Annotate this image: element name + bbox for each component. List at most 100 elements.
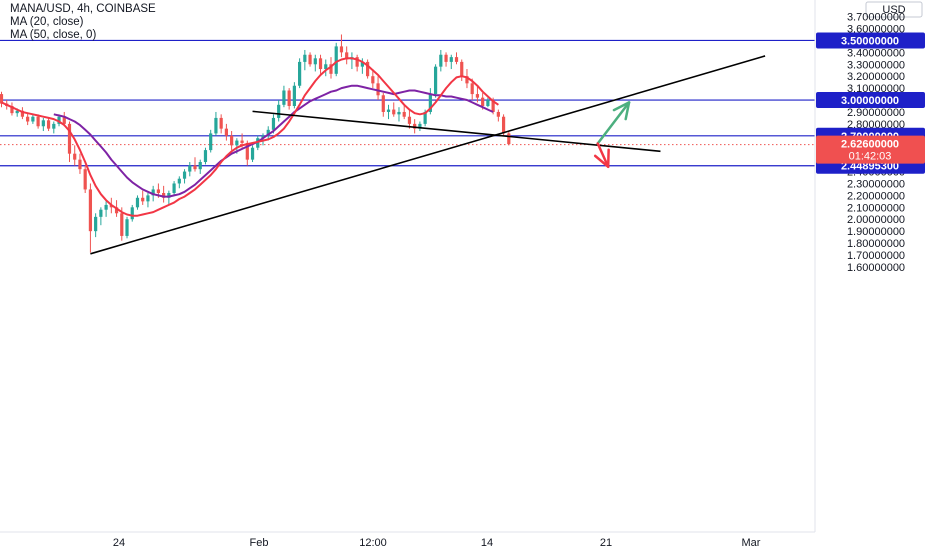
y-tick-label: 2.90000000 xyxy=(847,107,905,119)
candle-up xyxy=(125,219,129,236)
ma50-line xyxy=(53,84,494,198)
candle-up xyxy=(256,138,260,148)
level-badge-label: 2.44895300 xyxy=(841,161,899,173)
candle-down xyxy=(407,116,412,124)
candle-down xyxy=(73,153,77,160)
arrow-down-icon[interactable] xyxy=(596,142,610,169)
candle-up xyxy=(31,116,35,122)
candle-up xyxy=(15,110,19,114)
candle-up xyxy=(94,216,98,232)
x-axis[interactable]: 24 Feb 12:00 14 21 Mar xyxy=(0,531,815,549)
ma20-legend[interactable]: MA (20, close) xyxy=(10,16,84,28)
candle-down xyxy=(0,94,4,104)
y-tick-label: 2.30000000 xyxy=(847,178,905,190)
y-tick-label: 3.70000000 xyxy=(847,12,905,24)
x-tick-label: 24 xyxy=(113,537,125,549)
candle-up xyxy=(423,111,427,124)
y-tick-label: 3.40000000 xyxy=(847,47,905,59)
arrow-up-icon[interactable] xyxy=(596,101,631,145)
candle-down xyxy=(230,135,234,146)
candle-down xyxy=(339,46,344,53)
candle-down xyxy=(481,97,485,106)
candle-down xyxy=(62,116,66,124)
candle-down xyxy=(444,54,448,62)
candle-down xyxy=(141,197,145,202)
candle-down xyxy=(491,100,495,112)
candle-up xyxy=(433,66,438,95)
candle-down xyxy=(376,83,380,96)
candle-up xyxy=(172,183,176,194)
candle-down xyxy=(355,57,359,67)
candle-down xyxy=(413,123,417,129)
candle-down xyxy=(193,165,197,170)
candle-up xyxy=(203,150,208,163)
ma50-legend[interactable]: MA (50, close, 0) xyxy=(10,29,97,41)
arrow-head-icon xyxy=(593,148,610,169)
horizontal-levels[interactable] xyxy=(0,39,815,167)
symbol-title[interactable]: MANA/USD, 4h, COINBASE xyxy=(10,3,156,15)
candle-down xyxy=(114,207,119,214)
candle-down xyxy=(475,94,480,98)
y-tick-label: 1.80000000 xyxy=(847,238,905,250)
trendlines[interactable] xyxy=(90,55,766,255)
candle-up xyxy=(151,189,155,196)
currency-label: USD xyxy=(882,4,905,16)
candle-up xyxy=(146,195,150,202)
candle-down xyxy=(219,117,223,129)
candle-down xyxy=(318,58,323,70)
candle-down xyxy=(20,110,25,117)
candle-up xyxy=(360,61,364,67)
candle-down xyxy=(224,128,228,136)
candle-up xyxy=(449,57,453,62)
candle-up xyxy=(41,120,45,127)
candle-down xyxy=(402,111,406,117)
price-badges: 3.500000003.000000002.700000002.44895300… xyxy=(816,32,925,174)
candle-down xyxy=(392,109,396,115)
x-tick-label: Feb xyxy=(250,537,269,549)
candle-up xyxy=(198,162,202,170)
candle-up xyxy=(271,117,276,130)
y-tick-label: 2.10000000 xyxy=(847,202,905,214)
candle-up xyxy=(104,204,108,210)
candle-down xyxy=(245,142,249,160)
candle-down xyxy=(78,159,82,170)
candle-up xyxy=(439,54,443,67)
trendline[interactable] xyxy=(252,110,661,153)
candle-down xyxy=(501,116,506,134)
y-tick-label: 1.90000000 xyxy=(847,226,905,238)
candle-up xyxy=(282,90,286,105)
candle-down xyxy=(496,111,500,117)
candle-up xyxy=(135,197,140,208)
candle-up xyxy=(167,193,171,198)
ma20-line-group xyxy=(1,57,499,217)
candle-down xyxy=(162,193,166,198)
candle-down xyxy=(120,213,124,236)
candle-down xyxy=(465,76,469,84)
arrows[interactable] xyxy=(593,101,631,169)
trendline[interactable] xyxy=(90,55,766,255)
level-badge-label: 3.50000000 xyxy=(841,35,899,47)
arrow-head-icon xyxy=(612,101,631,121)
x-tick-label: 14 xyxy=(481,537,493,549)
candle-down xyxy=(10,106,14,114)
candle-up xyxy=(303,54,307,62)
candle-up xyxy=(250,147,255,160)
ma20-line xyxy=(1,57,499,217)
candle-down xyxy=(240,140,244,143)
candles xyxy=(0,34,511,253)
candle-down xyxy=(345,52,349,60)
candle-up xyxy=(418,123,422,129)
candle-down xyxy=(381,95,385,112)
candle-down xyxy=(26,116,30,122)
chart-legend: MANA/USD, 4h, COINBASE MA (20, close) MA… xyxy=(10,3,156,42)
candle-up xyxy=(235,140,239,146)
candle-up xyxy=(313,58,317,65)
candle-up xyxy=(324,64,328,70)
candle-down xyxy=(308,54,312,65)
level-badge xyxy=(816,32,925,49)
candle-down xyxy=(366,61,370,77)
y-tick-label: 1.70000000 xyxy=(847,250,905,262)
currency-box[interactable] xyxy=(865,1,923,18)
